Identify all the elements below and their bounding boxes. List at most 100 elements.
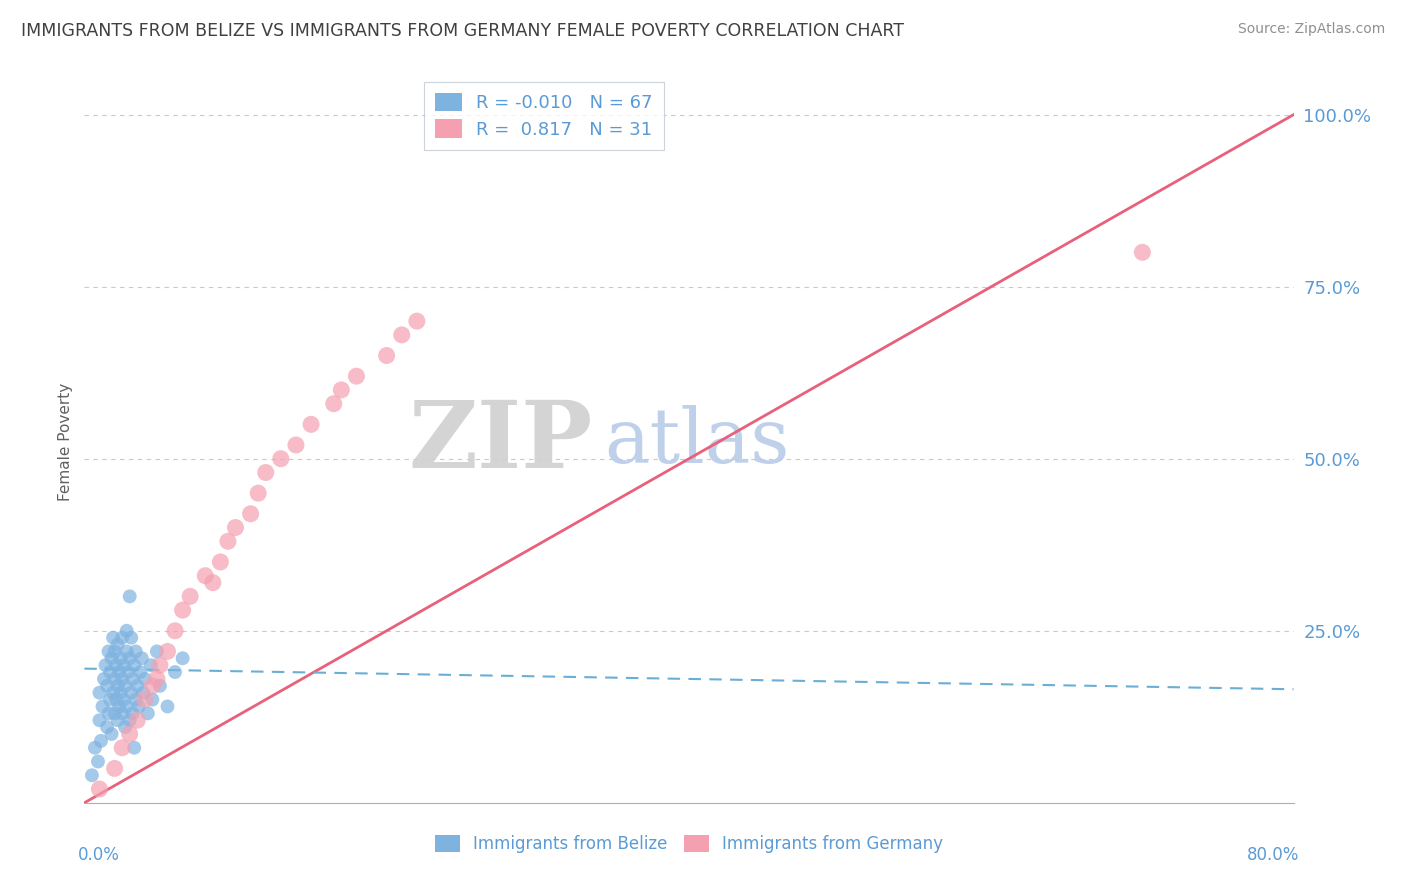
Text: IMMIGRANTS FROM BELIZE VS IMMIGRANTS FROM GERMANY FEMALE POVERTY CORRELATION CHA: IMMIGRANTS FROM BELIZE VS IMMIGRANTS FRO…: [21, 22, 904, 40]
Point: [112, 692, 135, 706]
Point: [108, 699, 131, 714]
Point: [225, 520, 247, 534]
Point: [117, 665, 139, 679]
Point: [87, 755, 110, 769]
Point: [1130, 245, 1153, 260]
Point: [346, 369, 368, 384]
Point: [90, 734, 112, 748]
Point: [247, 486, 270, 500]
Point: [285, 438, 308, 452]
Point: [89, 686, 111, 700]
Point: [156, 699, 179, 714]
Point: [330, 383, 353, 397]
Text: 0.0%: 0.0%: [79, 847, 120, 864]
Point: [239, 507, 262, 521]
Point: [114, 679, 136, 693]
Text: Source: ZipAtlas.com: Source: ZipAtlas.com: [1237, 22, 1385, 37]
Point: [146, 644, 169, 658]
Point: [120, 686, 142, 700]
Point: [118, 651, 141, 665]
Point: [127, 713, 149, 727]
Point: [105, 692, 128, 706]
Point: [118, 590, 141, 604]
Point: [96, 679, 118, 693]
Point: [111, 672, 134, 686]
Text: 80.0%: 80.0%: [1247, 847, 1299, 864]
Y-axis label: Female Poverty: Female Poverty: [58, 383, 73, 500]
Point: [118, 713, 141, 727]
Point: [115, 699, 138, 714]
Point: [132, 686, 155, 700]
Point: [104, 706, 127, 721]
Point: [141, 679, 163, 693]
Point: [104, 761, 127, 775]
Point: [98, 692, 121, 706]
Point: [121, 706, 143, 721]
Point: [149, 658, 172, 673]
Point: [129, 665, 152, 679]
Point: [209, 555, 232, 569]
Point: [131, 651, 153, 665]
Point: [217, 534, 239, 549]
Point: [121, 672, 143, 686]
Point: [111, 740, 134, 755]
Point: [111, 631, 134, 645]
Point: [201, 575, 224, 590]
Point: [107, 679, 129, 693]
Point: [80, 768, 103, 782]
Point: [100, 651, 122, 665]
Point: [156, 644, 179, 658]
Point: [179, 590, 201, 604]
Point: [112, 658, 135, 673]
Point: [115, 644, 138, 658]
Point: [141, 692, 163, 706]
Point: [97, 706, 120, 721]
Point: [94, 658, 117, 673]
Point: [105, 658, 128, 673]
Text: ZIP: ZIP: [408, 397, 592, 486]
Point: [136, 706, 159, 721]
Point: [96, 720, 118, 734]
Point: [299, 417, 322, 432]
Point: [146, 672, 169, 686]
Point: [111, 706, 134, 721]
Point: [101, 631, 124, 645]
Point: [91, 699, 114, 714]
Point: [270, 451, 292, 466]
Point: [84, 740, 107, 755]
Point: [107, 713, 129, 727]
Point: [110, 651, 132, 665]
Point: [104, 672, 127, 686]
Point: [194, 568, 217, 582]
Point: [125, 644, 148, 658]
Point: [149, 679, 172, 693]
Point: [89, 713, 111, 727]
Point: [375, 349, 398, 363]
Point: [115, 624, 138, 638]
Point: [139, 658, 162, 673]
Point: [98, 665, 121, 679]
Point: [114, 720, 136, 734]
Point: [107, 638, 129, 652]
Point: [254, 466, 277, 480]
Point: [89, 782, 111, 797]
Point: [120, 631, 142, 645]
Point: [322, 397, 344, 411]
Point: [100, 727, 122, 741]
Point: [128, 699, 150, 714]
Point: [122, 658, 145, 673]
Point: [122, 740, 145, 755]
Point: [134, 692, 156, 706]
Point: [134, 672, 156, 686]
Point: [97, 644, 120, 658]
Point: [110, 686, 132, 700]
Point: [125, 692, 148, 706]
Point: [118, 727, 141, 741]
Legend: Immigrants from Belize, Immigrants from Germany: Immigrants from Belize, Immigrants from …: [427, 828, 950, 860]
Point: [93, 672, 115, 686]
Point: [172, 603, 194, 617]
Point: [165, 665, 187, 679]
Point: [172, 651, 194, 665]
Point: [165, 624, 187, 638]
Point: [127, 679, 149, 693]
